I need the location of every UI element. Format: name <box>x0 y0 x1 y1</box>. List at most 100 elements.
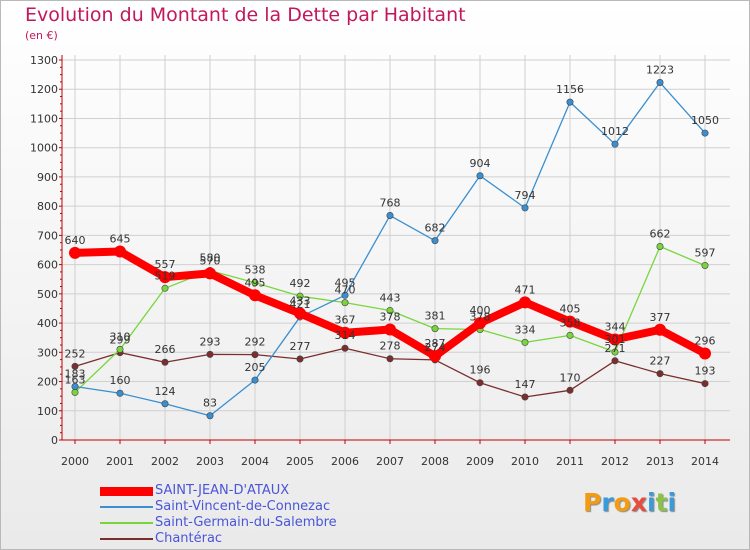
data-point-2 <box>521 338 529 346</box>
data-point-0 <box>564 315 576 328</box>
data-point-3 <box>566 386 574 394</box>
logo-letter: i <box>667 488 677 517</box>
data-point-3 <box>251 351 259 359</box>
data-point-1 <box>611 140 619 148</box>
legend-label: Saint-Germain-du-Salembre <box>155 515 337 530</box>
legend-swatch <box>100 538 153 540</box>
y-tick-label: 300 <box>37 346 58 359</box>
data-point-0 <box>114 245 126 258</box>
x-tick-label: 2006 <box>331 455 359 468</box>
x-tick-label: 2003 <box>196 455 224 468</box>
data-point-0 <box>429 350 441 363</box>
data-point-0 <box>339 326 351 339</box>
data-point-0 <box>294 307 306 320</box>
data-label-0: 296 <box>695 334 716 347</box>
legend-swatch <box>100 522 153 524</box>
data-point-0 <box>519 296 531 309</box>
data-point-0 <box>609 333 621 346</box>
x-tick-label: 2014 <box>691 455 719 468</box>
data-label-0: 367 <box>335 314 356 327</box>
x-tick-label: 2000 <box>61 455 89 468</box>
data-label-2: 310 <box>110 330 131 343</box>
data-labels: 252 299 266 293 292 277 314 278 274 196 147 170 271 2… <box>65 64 720 410</box>
data-label-0: 377 <box>650 311 671 324</box>
chart-unit-label: (en €) <box>25 29 58 42</box>
grid-lines <box>62 55 730 440</box>
data-label-3: 271 <box>605 342 626 355</box>
x-tick-label: 2005 <box>286 455 314 468</box>
data-point-2 <box>656 242 664 250</box>
data-point-2 <box>341 299 349 307</box>
data-label-0: 287 <box>425 337 446 350</box>
data-point-2 <box>566 331 574 339</box>
data-label-1: 183 <box>65 368 86 381</box>
data-label-0: 405 <box>560 303 581 316</box>
y-tick-label: 700 <box>37 229 58 242</box>
data-point-0 <box>69 246 81 259</box>
data-label-3: 278 <box>380 340 401 353</box>
data-point-0 <box>384 323 396 336</box>
y-tick-label: 200 <box>37 376 58 389</box>
data-label-1: 904 <box>470 157 491 170</box>
data-label-1: 205 <box>245 361 266 374</box>
data-label-1: 794 <box>515 189 536 202</box>
y-tick-label: 900 <box>37 171 58 184</box>
data-label-3: 252 <box>65 347 86 360</box>
data-point-2 <box>701 261 709 269</box>
data-point-1 <box>341 291 349 299</box>
x-tick-label: 2012 <box>601 455 629 468</box>
data-label-2: 163 <box>65 373 86 386</box>
data-point-3 <box>656 370 664 378</box>
data-point-2 <box>161 284 169 292</box>
data-label-0: 344 <box>605 320 626 333</box>
data-label-2: 597 <box>695 246 716 259</box>
data-label-3: 147 <box>515 378 536 391</box>
data-label-3: 314 <box>335 329 356 342</box>
data-label-1: 682 <box>425 222 446 235</box>
legend-item: Saint-Vincent-de-Connezac <box>100 500 330 514</box>
data-label-1: 495 <box>335 276 356 289</box>
x-tick-label: 2008 <box>421 455 449 468</box>
data-label-3: 227 <box>650 355 671 368</box>
data-point-3 <box>386 355 394 363</box>
data-label-3: 274 <box>425 341 446 354</box>
data-point-2 <box>296 292 304 300</box>
data-label-3: 299 <box>110 334 131 347</box>
y-tick-label: 1000 <box>30 142 58 155</box>
data-point-1 <box>206 412 214 420</box>
data-point-0 <box>204 267 216 280</box>
data-label-2: 381 <box>425 310 446 323</box>
data-label-0: 471 <box>515 283 536 296</box>
data-label-2: 443 <box>380 292 401 305</box>
data-label-3: 293 <box>200 335 221 348</box>
x-tick-label: 2009 <box>466 455 494 468</box>
data-label-2: 519 <box>155 269 176 282</box>
legend-swatch <box>100 486 153 496</box>
data-label-3: 170 <box>560 371 581 384</box>
data-point-3 <box>206 350 214 358</box>
data-point-0 <box>474 317 486 330</box>
data-label-0: 378 <box>380 311 401 324</box>
y-tick-label: 500 <box>37 288 58 301</box>
data-label-1: 83 <box>203 397 217 410</box>
data-label-1: 1223 <box>646 64 674 77</box>
axes: 0 100 200 300 400 500 600 700 800 900 1000 1100 1200… <box>30 54 730 468</box>
logo-letter: t <box>655 488 668 517</box>
x-tick-label: 2013 <box>646 455 674 468</box>
legend-item: Chantérac <box>100 532 222 546</box>
data-label-2: 334 <box>515 323 536 336</box>
data-point-0 <box>699 347 711 360</box>
y-tick-label: 800 <box>37 200 58 213</box>
data-label-2: 492 <box>290 277 311 290</box>
data-label-1: 1050 <box>691 114 719 127</box>
x-tick-label: 2001 <box>106 455 134 468</box>
y-tick-label: 1200 <box>30 83 58 96</box>
data-label-2: 470 <box>335 284 356 297</box>
data-point-3 <box>611 357 619 365</box>
data-point-1 <box>476 172 484 180</box>
data-label-0: 557 <box>155 258 176 271</box>
proxiti-logo: Proxiti <box>583 488 676 517</box>
data-point-3 <box>161 358 169 366</box>
data-point-1 <box>161 400 169 408</box>
logo-letter: o <box>613 488 631 517</box>
